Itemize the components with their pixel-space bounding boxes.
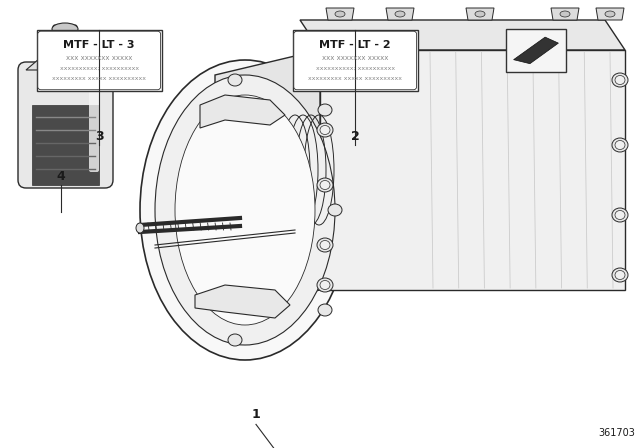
FancyBboxPatch shape — [18, 62, 113, 188]
Ellipse shape — [318, 104, 332, 116]
Polygon shape — [200, 95, 285, 128]
Ellipse shape — [317, 278, 333, 292]
Text: MTF - LT - 2: MTF - LT - 2 — [319, 40, 391, 50]
Ellipse shape — [335, 11, 345, 17]
Ellipse shape — [318, 304, 332, 316]
Ellipse shape — [320, 181, 330, 190]
Text: 2: 2 — [351, 130, 360, 143]
Ellipse shape — [612, 73, 628, 87]
Polygon shape — [195, 285, 290, 318]
Ellipse shape — [175, 95, 315, 325]
Polygon shape — [26, 47, 105, 70]
Polygon shape — [215, 50, 320, 310]
Ellipse shape — [612, 138, 628, 152]
Polygon shape — [596, 8, 624, 20]
Ellipse shape — [317, 238, 333, 252]
Ellipse shape — [560, 11, 570, 17]
Polygon shape — [514, 37, 558, 64]
Ellipse shape — [605, 11, 615, 17]
Ellipse shape — [320, 241, 330, 250]
Text: xxxxxxxxxx; xxxxxxxxxx: xxxxxxxxxx; xxxxxxxxxx — [316, 66, 395, 71]
Ellipse shape — [615, 141, 625, 150]
Polygon shape — [551, 8, 579, 20]
Text: 1: 1 — [252, 408, 260, 421]
Ellipse shape — [615, 211, 625, 220]
Ellipse shape — [228, 74, 242, 86]
FancyBboxPatch shape — [32, 105, 99, 185]
Text: xxx xxxxxxx xxxxx: xxx xxxxxxx xxxxx — [322, 55, 388, 61]
FancyBboxPatch shape — [38, 31, 161, 90]
Ellipse shape — [140, 60, 350, 360]
Ellipse shape — [612, 268, 628, 282]
Ellipse shape — [228, 334, 242, 346]
FancyBboxPatch shape — [89, 73, 99, 172]
Ellipse shape — [320, 125, 330, 134]
Polygon shape — [466, 8, 494, 20]
Ellipse shape — [615, 271, 625, 280]
FancyBboxPatch shape — [294, 31, 417, 90]
Text: xxxxxxxxxx; xxxxxxxxxx: xxxxxxxxxx; xxxxxxxxxx — [60, 66, 139, 71]
Ellipse shape — [320, 76, 330, 85]
Text: 4: 4 — [56, 170, 65, 184]
Text: 3: 3 — [95, 130, 104, 143]
Bar — [506, 29, 566, 72]
Ellipse shape — [317, 123, 333, 137]
Polygon shape — [320, 50, 625, 290]
Ellipse shape — [395, 11, 405, 17]
Ellipse shape — [317, 178, 333, 192]
FancyBboxPatch shape — [53, 25, 77, 51]
Polygon shape — [386, 8, 414, 20]
Ellipse shape — [155, 75, 335, 345]
Polygon shape — [326, 8, 354, 20]
Ellipse shape — [475, 11, 485, 17]
Text: xxxxxxxxx xxxxx xxxxxxxxxx: xxxxxxxxx xxxxx xxxxxxxxxx — [308, 76, 402, 81]
Ellipse shape — [612, 208, 628, 222]
Text: MTF - LT - 3: MTF - LT - 3 — [63, 40, 135, 50]
Text: xxxxxxxxx xxxxx xxxxxxxxxx: xxxxxxxxx xxxxx xxxxxxxxxx — [52, 76, 146, 81]
Ellipse shape — [615, 76, 625, 85]
Text: 361703: 361703 — [598, 428, 635, 438]
Bar — [293, 30, 418, 90]
Ellipse shape — [328, 204, 342, 216]
Bar — [36, 30, 162, 90]
Text: xxx xxxxxxx xxxxx: xxx xxxxxxx xxxxx — [66, 55, 132, 61]
Polygon shape — [300, 20, 625, 50]
Ellipse shape — [52, 23, 78, 35]
Ellipse shape — [136, 223, 144, 233]
Ellipse shape — [317, 73, 333, 87]
Ellipse shape — [320, 280, 330, 289]
